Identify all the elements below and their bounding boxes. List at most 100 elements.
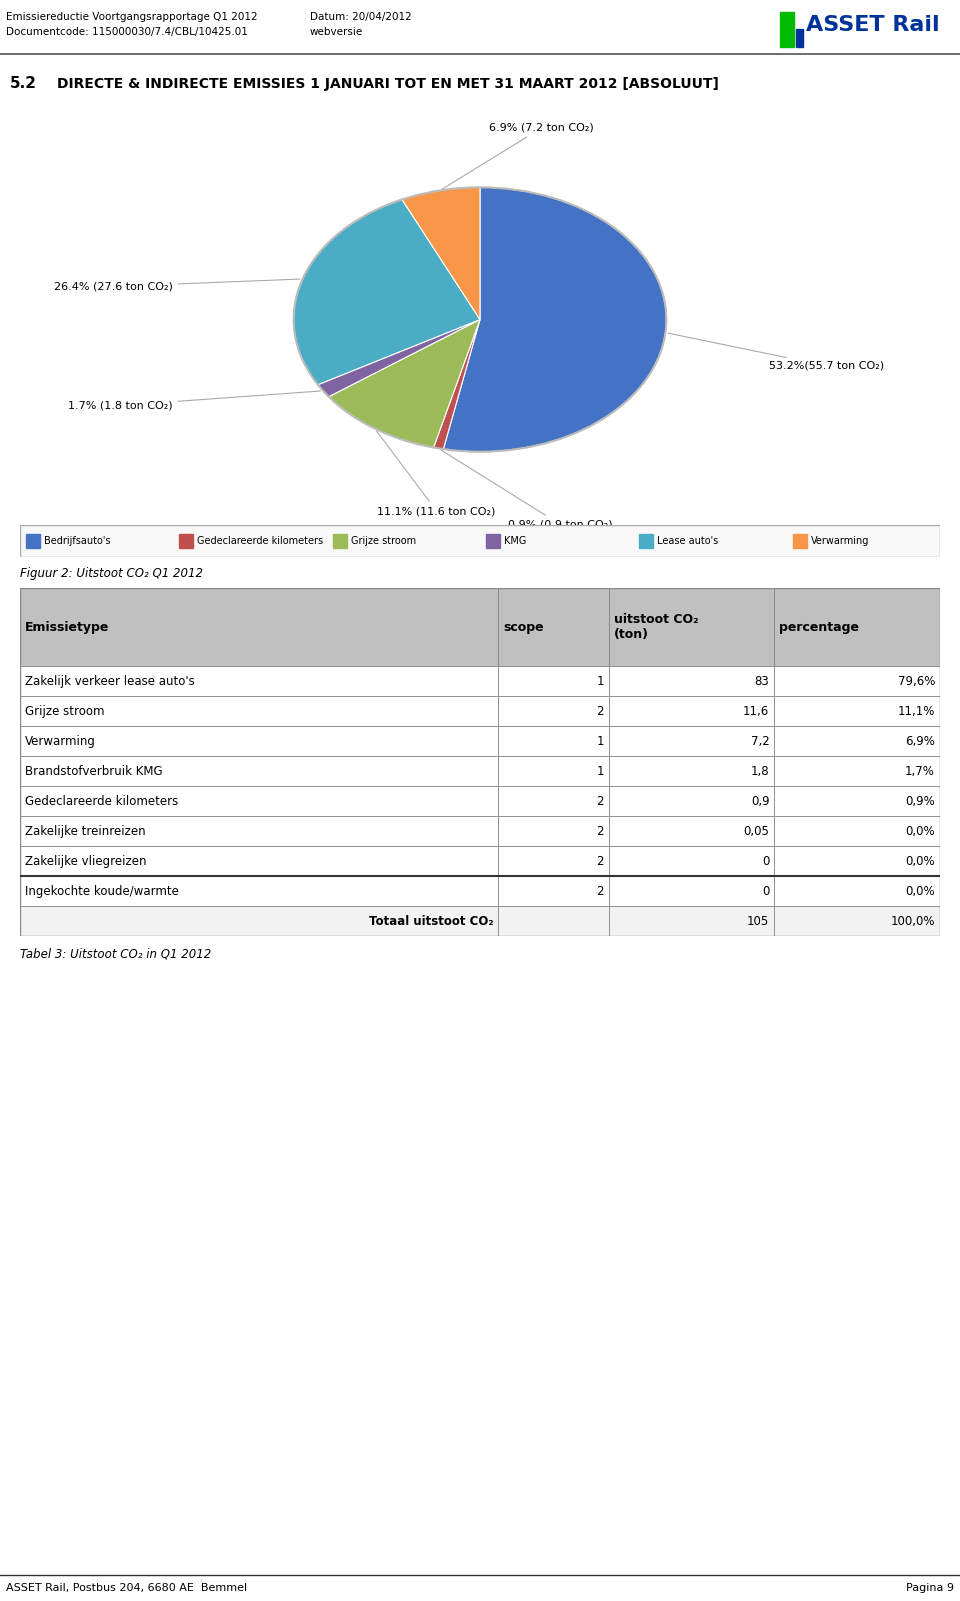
Text: 0: 0 [762, 884, 769, 898]
Text: 105: 105 [747, 914, 769, 927]
Text: Datum: 20/04/2012: Datum: 20/04/2012 [310, 11, 412, 22]
Text: 0,0%: 0,0% [905, 855, 935, 868]
Bar [609, 906, 775, 937]
Text: 6,9%: 6,9% [905, 735, 935, 748]
Bar [498, 666, 609, 696]
Text: percentage: percentage [780, 621, 859, 634]
Bar [609, 696, 775, 725]
Bar [609, 666, 775, 696]
Bar [793, 535, 806, 548]
Text: 79,6%: 79,6% [898, 674, 935, 687]
Text: Grijze stroom: Grijze stroom [25, 704, 105, 717]
Text: 2: 2 [596, 704, 604, 717]
Bar [639, 535, 654, 548]
Text: Totaal uitstoot CO₂: Totaal uitstoot CO₂ [369, 914, 493, 927]
Bar [775, 756, 940, 786]
Text: Gedeclareerde kilometers: Gedeclareerde kilometers [25, 794, 179, 807]
Text: Gedeclareerde kilometers: Gedeclareerde kilometers [198, 536, 324, 546]
Wedge shape [444, 187, 666, 451]
Bar [20, 666, 498, 696]
Text: 0.9% (0.9 ton CO₂): 0.9% (0.9 ton CO₂) [441, 450, 612, 530]
Text: KMG: KMG [504, 536, 526, 546]
Text: 1.7% (1.8 ton CO₂): 1.7% (1.8 ton CO₂) [68, 391, 321, 410]
Bar [20, 725, 498, 756]
Wedge shape [294, 200, 480, 384]
Wedge shape [318, 320, 480, 397]
Bar [20, 756, 498, 786]
Bar [498, 756, 609, 786]
Text: 100,0%: 100,0% [891, 914, 935, 927]
Text: 11,1%: 11,1% [898, 704, 935, 717]
Text: Zakelijke vliegreizen: Zakelijke vliegreizen [25, 855, 147, 868]
Bar [20, 786, 498, 817]
Text: 1: 1 [596, 674, 604, 687]
Text: 2: 2 [596, 794, 604, 807]
Text: 0,05: 0,05 [744, 825, 769, 837]
Text: Brandstofverbruik KMG: Brandstofverbruik KMG [25, 765, 162, 778]
Wedge shape [434, 320, 480, 450]
Bar [609, 786, 775, 817]
Text: 0,0%: 0,0% [905, 825, 935, 837]
Bar [486, 535, 500, 548]
Text: 6.9% (7.2 ton CO₂): 6.9% (7.2 ton CO₂) [443, 123, 594, 189]
Text: Zakelijke treinreizen: Zakelijke treinreizen [25, 825, 146, 837]
Text: 53.2%(55.7 ton CO₂): 53.2%(55.7 ton CO₂) [668, 333, 884, 371]
Text: 83: 83 [755, 674, 769, 687]
Text: ASSET Rail: ASSET Rail [806, 14, 940, 35]
Bar [20, 588, 498, 666]
Text: 7,2: 7,2 [751, 735, 769, 748]
Text: Lease auto's: Lease auto's [658, 536, 719, 546]
Bar [498, 876, 609, 906]
Text: Emissiereductie Voortgangsrapportage Q1 2012: Emissiereductie Voortgangsrapportage Q1 … [6, 11, 257, 22]
Text: Verwarming: Verwarming [810, 536, 869, 546]
Text: Grijze stroom: Grijze stroom [350, 536, 416, 546]
Bar [180, 535, 193, 548]
Text: ASSET Rail, Postbus 204, 6680 AE  Bemmel: ASSET Rail, Postbus 204, 6680 AE Bemmel [6, 1583, 247, 1593]
Text: 0,0%: 0,0% [905, 884, 935, 898]
Bar [796, 29, 803, 46]
Bar [20, 845, 498, 876]
Bar [498, 696, 609, 725]
Bar [609, 876, 775, 906]
Text: Tabel 3: Uitstoot CO₂ in Q1 2012: Tabel 3: Uitstoot CO₂ in Q1 2012 [20, 948, 211, 961]
Text: Documentcode: 115000030/7.4/CBL/10425.01: Documentcode: 115000030/7.4/CBL/10425.01 [6, 27, 248, 37]
Text: DIRECTE & INDIRECTE EMISSIES 1 JANUARI TOT EN MET 31 MAART 2012 [ABSOLUUT]: DIRECTE & INDIRECTE EMISSIES 1 JANUARI T… [57, 77, 719, 91]
Text: 11.1% (11.6 ton CO₂): 11.1% (11.6 ton CO₂) [376, 431, 496, 516]
Bar [20, 817, 498, 845]
Bar [775, 696, 940, 725]
Text: 0,9: 0,9 [751, 794, 769, 807]
Text: 1: 1 [596, 765, 604, 778]
Bar [609, 756, 775, 786]
Bar [609, 725, 775, 756]
Bar [609, 817, 775, 845]
Text: 26.4% (27.6 ton CO₂): 26.4% (27.6 ton CO₂) [54, 279, 300, 291]
Bar [609, 845, 775, 876]
Bar [775, 845, 940, 876]
Bar [20, 876, 498, 906]
Text: webversie: webversie [310, 27, 363, 37]
Text: uitstoot CO₂
(ton): uitstoot CO₂ (ton) [613, 613, 698, 640]
Bar [20, 906, 498, 937]
Bar [775, 876, 940, 906]
Text: 1,8: 1,8 [751, 765, 769, 778]
Text: 1,7%: 1,7% [905, 765, 935, 778]
Text: Ingekochte koude/warmte: Ingekochte koude/warmte [25, 884, 179, 898]
Text: 0: 0 [762, 855, 769, 868]
Bar [498, 845, 609, 876]
Text: Pagina 9: Pagina 9 [906, 1583, 954, 1593]
Wedge shape [402, 187, 480, 320]
Text: 11,6: 11,6 [743, 704, 769, 717]
Wedge shape [328, 320, 480, 448]
Text: Figuur 2: Uitstoot CO₂ Q1 2012: Figuur 2: Uitstoot CO₂ Q1 2012 [20, 567, 203, 580]
Text: 1: 1 [596, 735, 604, 748]
Text: 2: 2 [596, 884, 604, 898]
Bar [775, 906, 940, 937]
Bar [775, 786, 940, 817]
Bar [498, 817, 609, 845]
Text: 0,9%: 0,9% [905, 794, 935, 807]
Bar [498, 588, 609, 666]
Bar [498, 725, 609, 756]
Bar [20, 696, 498, 725]
Text: Verwarming: Verwarming [25, 735, 96, 748]
Bar [775, 666, 940, 696]
